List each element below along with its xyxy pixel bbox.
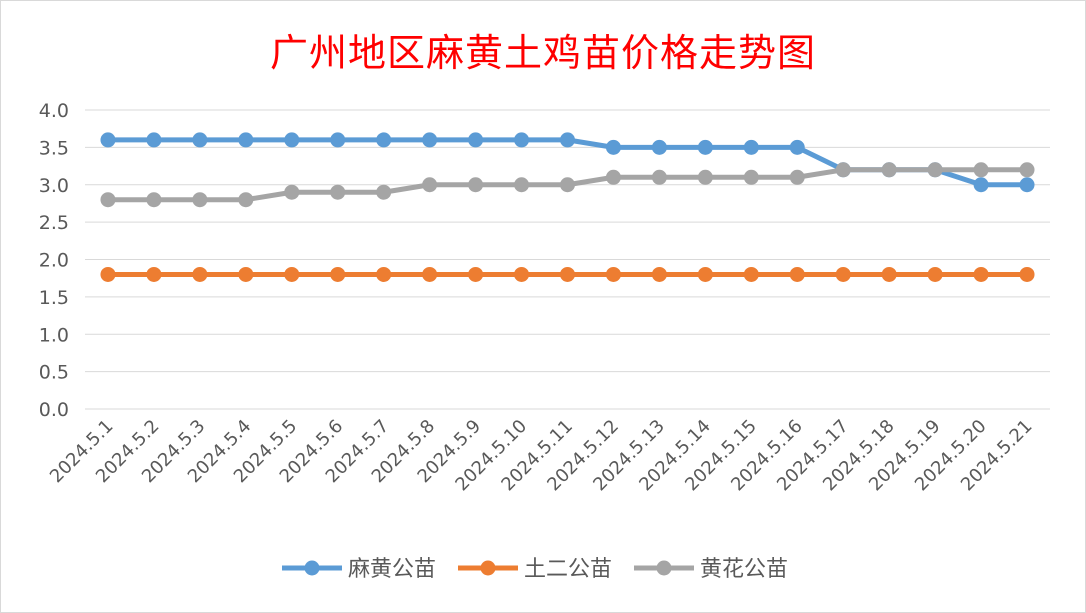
data-point	[697, 139, 713, 155]
data-point	[422, 177, 438, 193]
data-point	[973, 162, 989, 178]
data-point	[789, 169, 805, 185]
data-point	[651, 266, 667, 282]
legend-marker	[304, 560, 320, 576]
y-axis-ticks: 0.0 0.5 1.0 1.5 2.0 2.5 3.0 3.5 4.0	[39, 100, 69, 421]
data-point	[560, 177, 575, 193]
legend-label: 麻黄公苗	[348, 557, 436, 582]
data-point	[422, 266, 438, 282]
data-point	[697, 266, 713, 282]
data-point	[100, 192, 116, 208]
data-point	[468, 132, 484, 148]
legend-label: 黄花公苗	[700, 557, 788, 582]
y-tick-label: 2.0	[39, 250, 69, 272]
data-point	[146, 266, 162, 282]
data-point	[560, 132, 575, 148]
data-point	[284, 184, 300, 200]
legend-entry: 黄花公苗	[634, 557, 788, 582]
data-point	[743, 169, 759, 185]
y-tick-label: 2.5	[39, 212, 69, 234]
series	[100, 266, 1035, 282]
legend-entry: 麻黄公苗	[282, 557, 436, 582]
data-point	[100, 132, 116, 148]
data-point	[835, 266, 851, 282]
data-point	[330, 132, 346, 148]
data-point	[330, 266, 346, 282]
series-lines	[100, 132, 1035, 282]
data-point	[560, 266, 575, 282]
data-point	[376, 184, 392, 200]
data-point	[238, 132, 254, 148]
data-point	[881, 162, 897, 178]
grid-lines	[85, 109, 1050, 410]
y-tick-label: 1.0	[39, 324, 69, 346]
data-point	[192, 192, 208, 208]
data-point	[973, 266, 989, 282]
data-point	[146, 192, 162, 208]
data-point	[330, 184, 346, 200]
data-point	[468, 266, 484, 282]
data-point	[192, 132, 208, 148]
data-point	[651, 169, 667, 185]
data-point	[743, 266, 759, 282]
data-point	[1019, 266, 1035, 282]
chart-title: 广州地区麻黄土鸡苗价格走势图	[269, 31, 816, 75]
legend-label: 土二公苗	[524, 557, 612, 582]
data-point	[376, 266, 392, 282]
legend-marker	[656, 560, 672, 576]
data-point	[376, 132, 392, 148]
data-point	[192, 266, 208, 282]
data-point	[238, 266, 254, 282]
data-point	[514, 132, 530, 148]
x-axis-ticks: 2024.5.12024.5.22024.5.32024.5.42024.5.5…	[46, 416, 1037, 496]
data-point	[927, 162, 943, 178]
legend-entry: 土二公苗	[458, 557, 612, 582]
y-tick-label: 3.5	[39, 137, 69, 159]
legend: 麻黄公苗 土二公苗 黄花公苗	[282, 557, 788, 582]
y-tick-label: 0.5	[39, 362, 69, 384]
data-point	[605, 266, 621, 282]
data-point	[881, 266, 897, 282]
data-point	[284, 132, 300, 148]
data-point	[100, 266, 116, 282]
data-point	[1019, 162, 1035, 178]
y-tick-label: 4.0	[39, 100, 69, 122]
data-point	[468, 177, 484, 193]
y-tick-label: 0.0	[39, 399, 69, 421]
data-point	[284, 266, 300, 282]
data-point	[422, 132, 438, 148]
data-point	[605, 169, 621, 185]
y-tick-label: 3.0	[39, 175, 69, 197]
legend-marker	[480, 560, 496, 576]
data-point	[238, 192, 254, 208]
data-point	[789, 139, 805, 155]
data-point	[146, 132, 162, 148]
data-point	[835, 162, 851, 178]
data-point	[514, 266, 530, 282]
series	[100, 162, 1035, 208]
data-point	[743, 139, 759, 155]
data-point	[514, 177, 530, 193]
data-point	[789, 266, 805, 282]
y-tick-label: 1.5	[39, 287, 69, 309]
data-point	[697, 169, 713, 185]
data-point	[1019, 177, 1035, 193]
data-point	[927, 266, 943, 282]
data-point	[651, 139, 667, 155]
data-point	[605, 139, 621, 155]
data-point	[973, 177, 989, 193]
